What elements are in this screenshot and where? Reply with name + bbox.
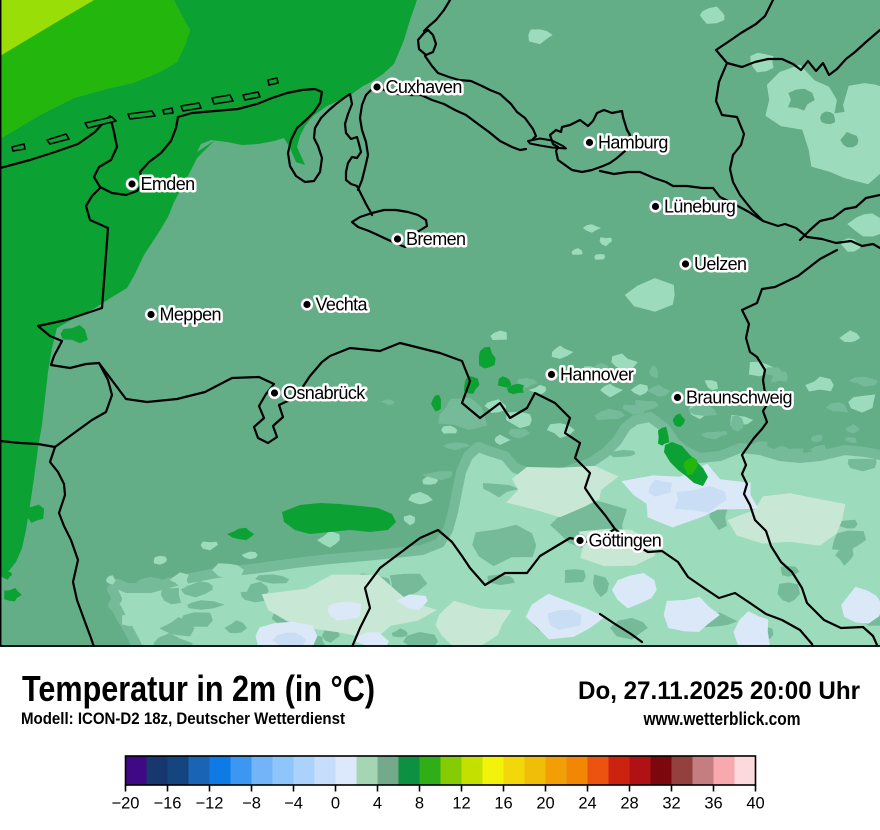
svg-text:Do, 27.11.2025 20:00 Uhr: Do, 27.11.2025 20:00 Uhr — [578, 677, 860, 705]
svg-text:0: 0 — [331, 795, 340, 813]
svg-text:40: 40 — [746, 795, 764, 813]
svg-text:Temperatur in 2m (in °C): Temperatur in 2m (in °C) — [22, 668, 375, 709]
svg-text:Göttingen: Göttingen — [589, 530, 662, 550]
svg-text:20: 20 — [536, 795, 554, 813]
svg-text:Emden: Emden — [141, 174, 195, 194]
svg-text:32: 32 — [662, 795, 680, 813]
svg-text:−20: −20 — [112, 795, 140, 813]
svg-text:12: 12 — [452, 795, 470, 813]
svg-text:Vechta: Vechta — [316, 294, 369, 314]
svg-text:−12: −12 — [196, 795, 224, 813]
svg-text:36: 36 — [704, 795, 722, 813]
svg-text:−16: −16 — [154, 795, 182, 813]
svg-text:Meppen: Meppen — [160, 304, 221, 324]
svg-text:Modell: ICON-D2 18z, Deutscher: Modell: ICON-D2 18z, Deutscher Wetterdie… — [21, 710, 345, 728]
svg-text:16: 16 — [494, 795, 512, 813]
svg-text:Hannover: Hannover — [560, 364, 634, 384]
svg-text:Braunschweig: Braunschweig — [686, 387, 792, 407]
svg-text:Uelzen: Uelzen — [694, 254, 746, 274]
svg-text:Cuxhaven: Cuxhaven — [386, 77, 462, 97]
svg-text:Lüneburg: Lüneburg — [664, 196, 735, 216]
svg-text:8: 8 — [415, 795, 424, 813]
svg-text:www.wetterblick.com: www.wetterblick.com — [643, 709, 801, 729]
svg-text:Osnabrück: Osnabrück — [283, 383, 366, 403]
svg-text:24: 24 — [578, 795, 596, 813]
svg-text:Bremen: Bremen — [406, 229, 465, 249]
svg-text:Hamburg: Hamburg — [598, 132, 668, 152]
svg-text:−4: −4 — [284, 795, 303, 813]
svg-text:4: 4 — [373, 795, 382, 813]
svg-text:−8: −8 — [242, 795, 261, 813]
svg-text:28: 28 — [620, 795, 638, 813]
